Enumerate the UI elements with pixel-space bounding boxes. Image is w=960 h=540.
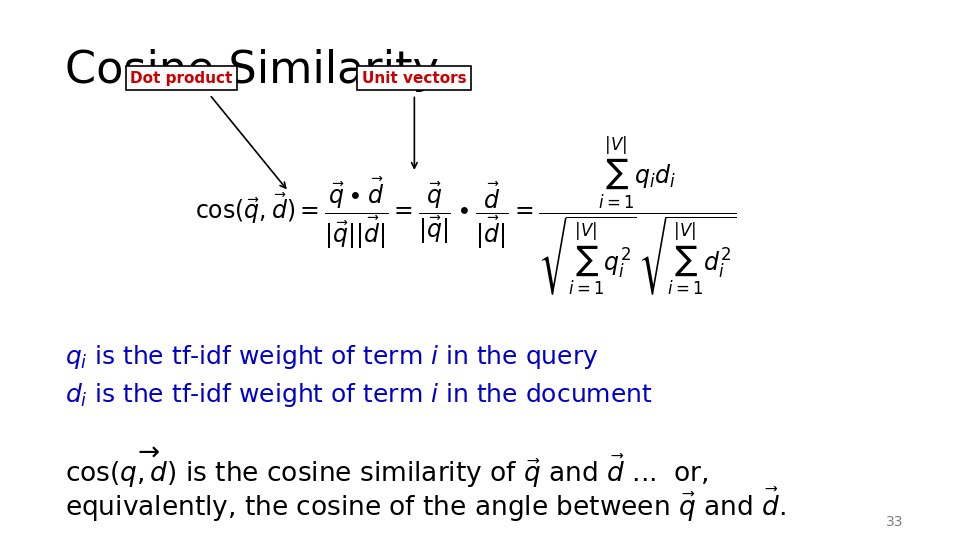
Text: $d_i$ is the tf-idf weight of term $i$ in the document: $d_i$ is the tf-idf weight of term $i$ i… bbox=[65, 381, 653, 409]
Text: cos$(\overrightarrow{q,d})$ is the cosine similarity of $\vec{q}$ and $\vec{d}$ : cos$(\overrightarrow{q,d})$ is the cosin… bbox=[65, 446, 708, 490]
Text: 33: 33 bbox=[886, 515, 903, 529]
Text: $q_i$ is the tf-idf weight of term $i$ in the query: $q_i$ is the tf-idf weight of term $i$ i… bbox=[65, 343, 599, 371]
Text: Cosine Similarity: Cosine Similarity bbox=[65, 49, 439, 92]
Text: $\cos(\vec{q},\vec{d}) = \dfrac{\vec{q} \bullet \vec{d}}{|\vec{q}||\vec{d}|} = \: $\cos(\vec{q},\vec{d}) = \dfrac{\vec{q} … bbox=[195, 134, 736, 298]
Text: Dot product: Dot product bbox=[131, 71, 232, 86]
Text: equivalently, the cosine of the angle between $\vec{q}$ and $\vec{d}$.: equivalently, the cosine of the angle be… bbox=[65, 486, 786, 524]
Text: Unit vectors: Unit vectors bbox=[362, 71, 467, 86]
